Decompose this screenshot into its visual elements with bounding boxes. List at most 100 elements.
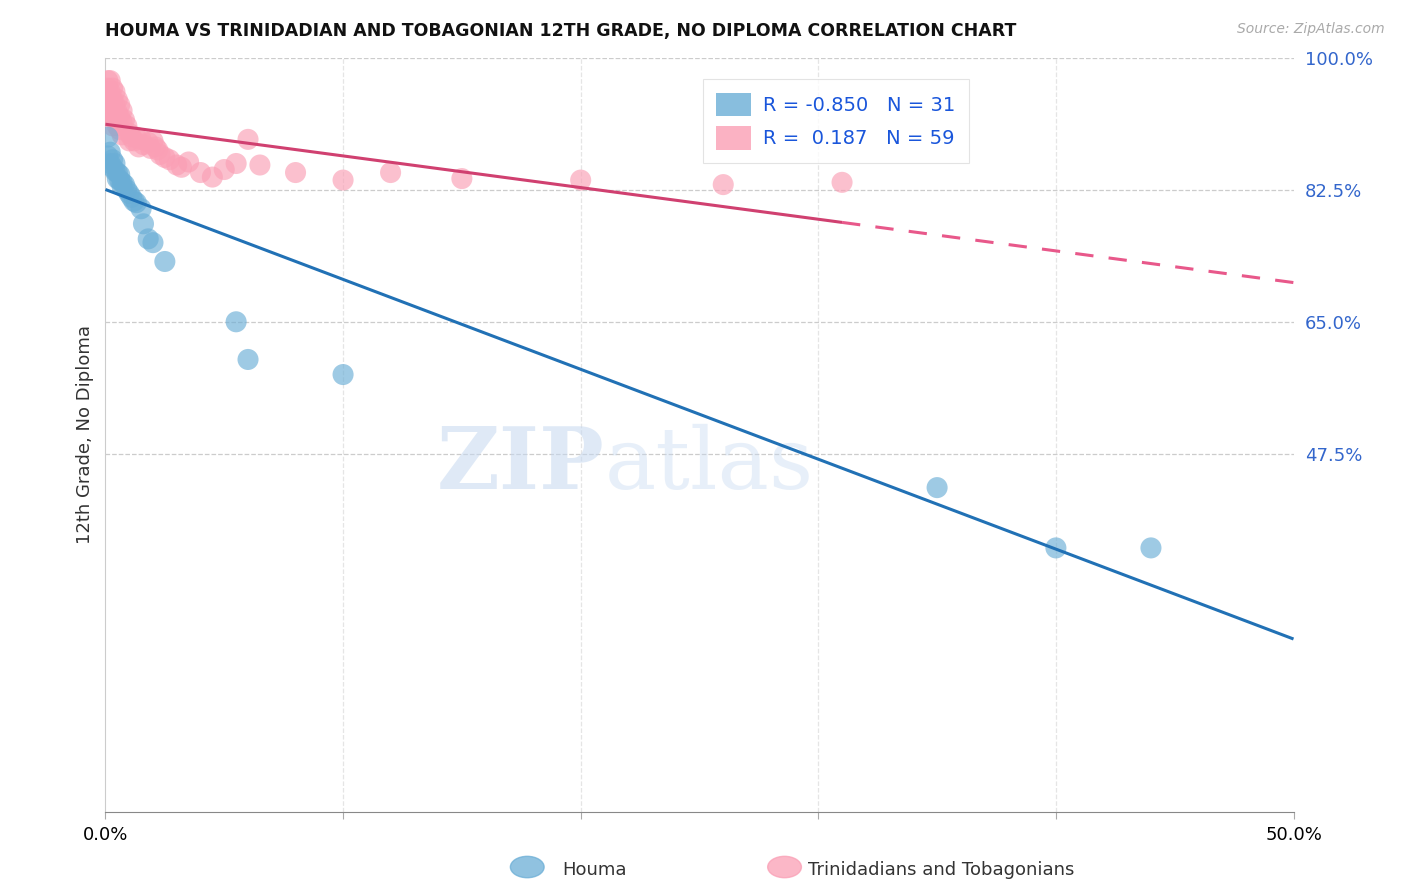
Point (98, 73, 121, 87)
Point (97, 73, 120, 87)
Point (101, 161, 124, 175)
Point (149, 147, 172, 161)
Point (105, 171, 128, 186)
Legend: R = -0.850   N = 31, R =  0.187   N = 59: R = -0.850 N = 31, R = 0.187 N = 59 (703, 79, 969, 163)
Text: Trinidadians and Tobagonians: Trinidadians and Tobagonians (808, 861, 1074, 879)
Point (146, 143, 169, 157)
Point (831, 175, 853, 189)
Point (111, 175, 134, 189)
Point (108, 97, 131, 112)
Point (108, 173, 131, 187)
Text: HOUMA VS TRINIDADIAN AND TOBAGONIAN 12TH GRADE, NO DIPLOMA CORRELATION CHART: HOUMA VS TRINIDADIAN AND TOBAGONIAN 12TH… (105, 22, 1017, 40)
Point (170, 161, 193, 175)
Point (177, 155, 200, 169)
Point (121, 130, 143, 145)
Point (118, 186, 141, 201)
Point (105, 92, 128, 106)
Point (925, 481, 948, 495)
Point (97, 96, 120, 111)
Point (101, 103, 124, 118)
Point (101, 153, 124, 167)
Point (236, 352, 259, 367)
Point (153, 254, 176, 268)
Point (159, 153, 181, 167)
Point (97, 81, 120, 95)
Point (101, 119, 124, 133)
Point (129, 132, 152, 146)
Point (104, 156, 127, 170)
Point (108, 168, 131, 182)
Text: atlas: atlas (605, 424, 814, 507)
Point (108, 110, 131, 124)
Point (1045, 541, 1067, 555)
Point (249, 158, 271, 172)
Point (104, 164, 127, 178)
Point (98, 145, 121, 160)
Circle shape (768, 856, 801, 878)
Circle shape (510, 856, 544, 878)
Point (190, 165, 212, 179)
Point (236, 132, 259, 146)
Point (98, 85, 121, 99)
Y-axis label: 12th Grade, No Diploma: 12th Grade, No Diploma (76, 326, 94, 544)
Point (121, 190, 143, 204)
Text: Houma: Houma (562, 861, 627, 879)
Point (115, 119, 138, 133)
Point (118, 127, 141, 141)
Point (214, 162, 236, 177)
Point (711, 178, 734, 192)
Point (104, 112, 127, 126)
Point (101, 81, 124, 95)
Point (136, 232, 159, 246)
Point (125, 195, 148, 210)
Point (201, 170, 224, 185)
Point (97, 130, 120, 145)
Text: ZIP: ZIP (437, 423, 605, 507)
Point (98, 96, 121, 111)
Point (111, 115, 134, 129)
Point (139, 141, 162, 155)
Point (111, 179, 134, 194)
Point (101, 112, 124, 126)
Point (128, 140, 150, 154)
Point (136, 136, 159, 150)
Point (114, 178, 136, 192)
Point (97, 149, 120, 163)
Point (105, 119, 128, 133)
Point (97, 88, 120, 103)
Point (132, 137, 155, 152)
Point (166, 158, 188, 172)
Point (101, 92, 124, 106)
Point (332, 173, 354, 187)
Point (129, 202, 152, 216)
Point (125, 130, 148, 145)
Point (114, 112, 136, 127)
Point (284, 165, 307, 179)
Point (98, 156, 121, 170)
Point (115, 183, 138, 197)
Point (105, 165, 128, 179)
Point (108, 122, 131, 136)
Point (118, 134, 141, 148)
Point (1140, 541, 1163, 555)
Point (225, 156, 247, 170)
Point (98, 107, 121, 121)
Point (111, 128, 134, 142)
Point (111, 103, 134, 118)
Point (142, 235, 165, 250)
Point (225, 315, 247, 329)
Point (122, 134, 145, 148)
Point (104, 85, 127, 99)
Point (450, 171, 472, 186)
Point (105, 105, 128, 120)
Point (122, 194, 145, 209)
Point (142, 134, 165, 148)
Point (153, 151, 176, 165)
Point (104, 97, 127, 112)
Point (332, 368, 354, 382)
Point (143, 140, 166, 154)
Text: Source: ZipAtlas.com: Source: ZipAtlas.com (1237, 22, 1385, 37)
Point (132, 217, 155, 231)
Point (380, 165, 402, 179)
Point (569, 173, 592, 187)
